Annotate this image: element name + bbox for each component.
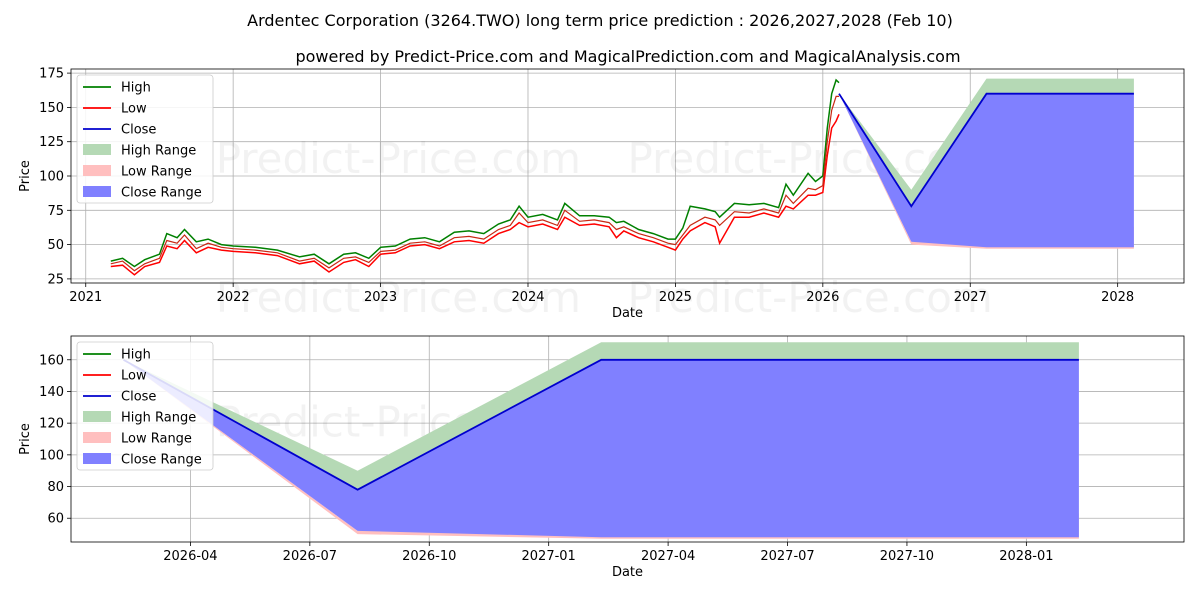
legend-label: Low xyxy=(121,102,147,117)
x-tick-label: 2021 xyxy=(69,290,102,305)
low-series-line xyxy=(110,114,840,276)
legend-swatch-patch xyxy=(83,432,111,443)
x-tick-label: 2022 xyxy=(217,290,250,305)
x-tick-label: 2027-10 xyxy=(880,549,934,564)
close-series-line xyxy=(123,358,1079,491)
legend-swatch-patch xyxy=(83,186,111,197)
legend-label: Close xyxy=(121,123,156,138)
high-range-band xyxy=(123,342,1079,490)
chart-title: Ardentec Corporation (3264.TWO) long ter… xyxy=(247,11,953,30)
legend-swatch-patch xyxy=(83,453,111,464)
x-tick-label: 2027-07 xyxy=(760,549,814,564)
x-tick-label: 2027 xyxy=(954,290,987,305)
legend-label: Close xyxy=(121,390,156,405)
x-tick-label: 2024 xyxy=(511,290,544,305)
close-series-line xyxy=(838,92,1134,208)
x-tick-label: 2026-04 xyxy=(163,549,217,564)
y-tick-label: 60 xyxy=(47,512,64,527)
watermark-text: Predict-Price.com xyxy=(216,273,581,322)
x-tick-label: 2027-01 xyxy=(522,549,576,564)
close-range-band xyxy=(839,93,1134,248)
legend-swatch-patch xyxy=(83,144,111,155)
top-panel: Predict-Price.com Predict-Price.com Predic… xyxy=(18,67,1185,322)
legend-swatch-patch xyxy=(83,165,111,176)
high-range-band xyxy=(839,78,1134,207)
y-tick-label: 125 xyxy=(39,135,64,150)
axes-frame xyxy=(70,335,1185,543)
x-tick-label: 2027-04 xyxy=(641,549,695,564)
legend: High Low Close High Range Low Range Close Ran… xyxy=(76,341,214,471)
high-series-line xyxy=(110,78,840,268)
x-tick-label: 2026-10 xyxy=(402,549,456,564)
chart-subtitle: powered by Predict-Price.com and Magical… xyxy=(295,47,960,66)
y-tick-label: 80 xyxy=(47,480,64,495)
x-tick-label: 2025 xyxy=(659,290,692,305)
close-range-band xyxy=(123,359,1079,538)
y-tick-label: 75 xyxy=(47,204,64,219)
x-axis-label: Date xyxy=(612,565,643,580)
x-axis-label: Date xyxy=(612,306,643,321)
y-tick-label: 160 xyxy=(39,353,64,368)
watermark-text: Predict-Price.com xyxy=(216,134,581,183)
legend-label: Close Range xyxy=(121,453,202,468)
legend-label: Low xyxy=(121,369,147,384)
y-tick-label: 140 xyxy=(39,385,64,400)
y-tick-label: 120 xyxy=(39,417,64,432)
plot-area xyxy=(110,78,1134,276)
legend-label: Close Range xyxy=(121,186,202,201)
bottom-panel: Predict-Price.comPredict-Price.com2026-0… xyxy=(18,335,1185,580)
legend-label: Low Range xyxy=(121,432,192,447)
y-tick-label: 175 xyxy=(39,67,64,82)
x-tick-label: 2026-07 xyxy=(283,549,337,564)
legend-swatch-patch xyxy=(83,411,111,422)
y-tick-label: 100 xyxy=(39,170,64,185)
legend-label: High Range xyxy=(121,411,196,426)
y-tick-label: 100 xyxy=(39,448,64,463)
x-tick-label: 2023 xyxy=(364,290,397,305)
y-tick-label: 25 xyxy=(47,272,64,287)
y-tick-label: 150 xyxy=(39,101,64,116)
legend: High Low Close High Range Low Range Close Ran… xyxy=(76,74,214,204)
plot-area xyxy=(123,342,1079,539)
x-tick-label: 2028 xyxy=(1101,290,1134,305)
legend-label: High xyxy=(121,348,151,363)
y-tick-label: 50 xyxy=(47,238,64,253)
legend-label: Low Range xyxy=(121,165,192,180)
legend-label: High xyxy=(121,81,151,96)
x-tick-label: 2028-01 xyxy=(999,549,1053,564)
legend-label: High Range xyxy=(121,144,196,159)
y-axis-label: Price xyxy=(18,423,33,455)
x-tick-label: 2026 xyxy=(806,290,839,305)
y-axis-label: Price xyxy=(18,160,33,192)
history-close-line xyxy=(110,95,839,272)
watermark-text: Predict-Price.com xyxy=(628,273,993,322)
